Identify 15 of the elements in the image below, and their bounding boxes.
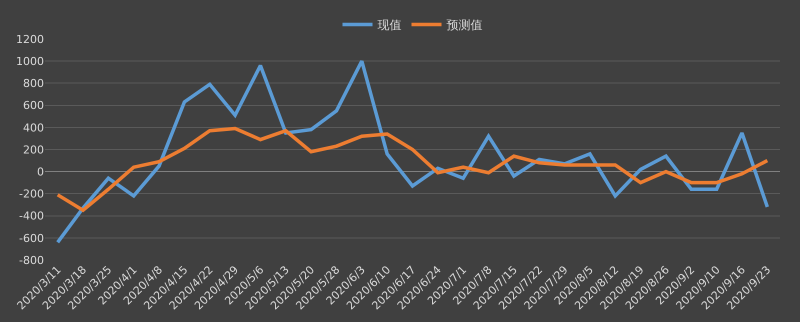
y-tick-label: -400 — [19, 210, 44, 223]
y-tick-label: -200 — [19, 188, 44, 201]
line-series — [56, 59, 770, 244]
legend-label: 预测值 — [446, 18, 482, 32]
y-tick-label: 0 — [37, 165, 44, 178]
y-tick-label: 600 — [23, 99, 44, 112]
y-tick-label: 200 — [23, 143, 44, 156]
y-tick-label: 800 — [23, 77, 44, 90]
y-tick-label: 400 — [23, 121, 44, 134]
y-tick-label: 1200 — [16, 32, 44, 46]
y-tick-label: -800 — [19, 254, 44, 267]
y-tick-label: 1000 — [16, 54, 44, 68]
line-series — [56, 126, 770, 212]
legend-label: 现值 — [378, 18, 402, 32]
y-tick-label: -600 — [19, 232, 44, 245]
